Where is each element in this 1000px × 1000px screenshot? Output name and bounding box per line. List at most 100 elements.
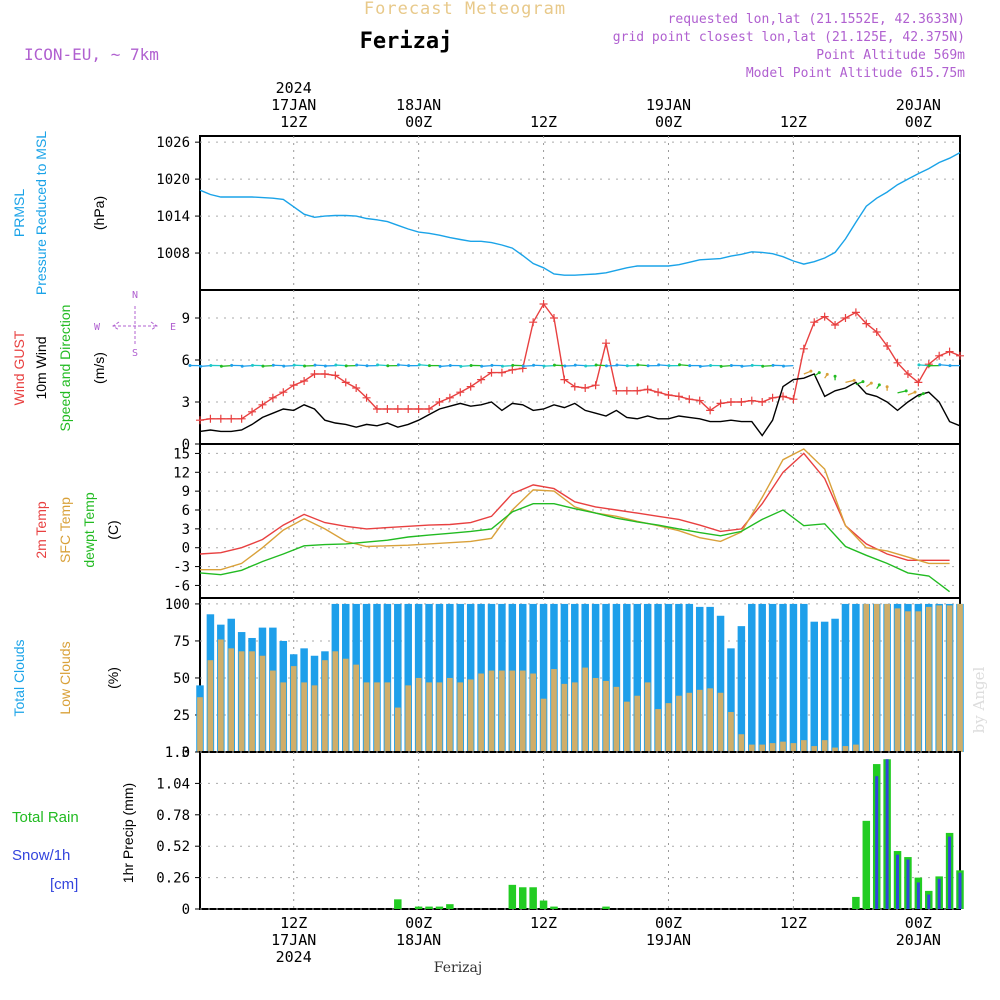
bar-total-cloud: [831, 618, 839, 752]
bar-low-cloud: [509, 670, 516, 752]
bar-total-cloud: [706, 606, 714, 752]
bar-low-cloud: [821, 740, 828, 752]
gust-point: [570, 382, 579, 391]
panel-frame-precip: [199, 751, 961, 910]
bar-snow: [948, 836, 952, 909]
bar-snow: [875, 776, 879, 909]
bar-low-cloud: [790, 743, 797, 752]
gust-point: [903, 370, 912, 378]
wind-direction-arrow: [616, 364, 627, 367]
gust-point: [497, 368, 506, 377]
gust-point: [664, 391, 673, 399]
wind-direction-arrow: [377, 364, 388, 367]
bar-rain: [518, 887, 527, 909]
gust-point: [300, 377, 309, 385]
bar-low-cloud: [769, 743, 776, 752]
wind-arrow-head: [698, 364, 702, 368]
axis-label-wind: 10m Wind: [33, 336, 49, 399]
y-tick-label: 9: [182, 484, 190, 500]
y-tick-label: 50: [173, 671, 190, 687]
bar-low-cloud: [394, 707, 401, 752]
bar-total-cloud: [643, 603, 652, 752]
bar-low-cloud: [624, 701, 630, 752]
bar-low-cloud: [280, 682, 287, 752]
gust-point: [320, 370, 329, 378]
wind-arrow-head: [521, 364, 525, 368]
gust-point: [633, 386, 642, 395]
time-label-bottom: 18JAN: [396, 931, 441, 949]
time-label-top: 12Z: [280, 113, 307, 131]
bar-total-cloud: [362, 603, 371, 752]
axis-label-precip: 1hr Precip (mm): [120, 783, 136, 883]
gust-point: [945, 347, 954, 356]
bar-low-cloud: [311, 685, 318, 752]
gust-point: [914, 378, 923, 387]
wind-arrow-head: [657, 363, 661, 367]
wind-direction-arrow: [200, 364, 211, 368]
wind-arrow-head: [917, 363, 921, 367]
gust-point: [477, 375, 486, 384]
wind-arrow-head: [688, 364, 692, 368]
wind-arrow-head: [459, 364, 463, 368]
wind-arrow-head: [678, 363, 682, 367]
time-label-top: 17JAN: [271, 96, 316, 114]
bar-snow: [906, 859, 910, 909]
bar-total-cloud: [737, 626, 746, 752]
gust-point: [362, 393, 371, 402]
bar-low-cloud: [363, 682, 370, 752]
wind-arrow-head: [438, 364, 442, 368]
gust-point: [196, 416, 204, 425]
bar-total-cloud: [612, 603, 621, 752]
wind-arrow-head: [240, 364, 244, 368]
bar-low-cloud: [686, 692, 693, 752]
axis-label-wind: Speed and Direction: [57, 305, 73, 432]
wind-arrow-head: [809, 369, 813, 373]
gust-point: [612, 386, 621, 395]
wind-arrow-head: [313, 363, 317, 367]
gust-point: [674, 392, 683, 401]
bar-low-cloud: [322, 660, 328, 752]
bar-total-cloud: [383, 603, 392, 752]
y-tick-label: 6: [182, 503, 190, 519]
series-sfc-temp: [200, 448, 950, 571]
wind-direction-arrow: [502, 364, 513, 367]
y-tick-label: 3: [182, 395, 190, 411]
bar-low-cloud: [540, 698, 547, 752]
bar-total-cloud: [664, 603, 673, 752]
y-tick-label: 75: [173, 634, 190, 650]
axis-label-wind: (m/s): [91, 352, 107, 384]
gust-point: [372, 405, 381, 413]
gust-point: [831, 321, 840, 329]
wind-direction-arrow: [460, 364, 471, 368]
wind-arrow-head: [396, 363, 400, 367]
bar-total-cloud: [841, 603, 850, 752]
wind-arrow-head: [667, 364, 671, 368]
gust-point: [685, 395, 694, 404]
bar-total-cloud: [435, 603, 444, 752]
time-label-bottom: 19JAN: [646, 931, 691, 949]
wind-direction-arrow: [356, 364, 367, 367]
bar-total-cloud: [571, 603, 579, 752]
bar-rain: [602, 906, 610, 909]
bar-low-cloud: [946, 605, 953, 752]
wind-arrow-head: [500, 364, 504, 368]
bar-low-cloud: [290, 666, 297, 752]
gust-point: [695, 396, 704, 405]
bar-low-cloud: [561, 683, 568, 752]
gust-point: [581, 384, 590, 392]
wind-direction-arrow: [679, 364, 690, 367]
gust-point: [862, 319, 871, 328]
y-tick-label: 0.26: [156, 871, 190, 887]
bar-snow: [896, 854, 900, 909]
model-label: ICON-EU, ~ 7km: [24, 45, 159, 64]
axis-label-pressure: (hPa): [91, 196, 107, 230]
time-label-top: 00Z: [405, 113, 432, 131]
bar-total-cloud: [810, 621, 818, 752]
bar-total-cloud: [748, 603, 756, 752]
gust-point: [654, 388, 663, 397]
gust-point: [352, 384, 361, 392]
bar-rain: [852, 896, 860, 909]
